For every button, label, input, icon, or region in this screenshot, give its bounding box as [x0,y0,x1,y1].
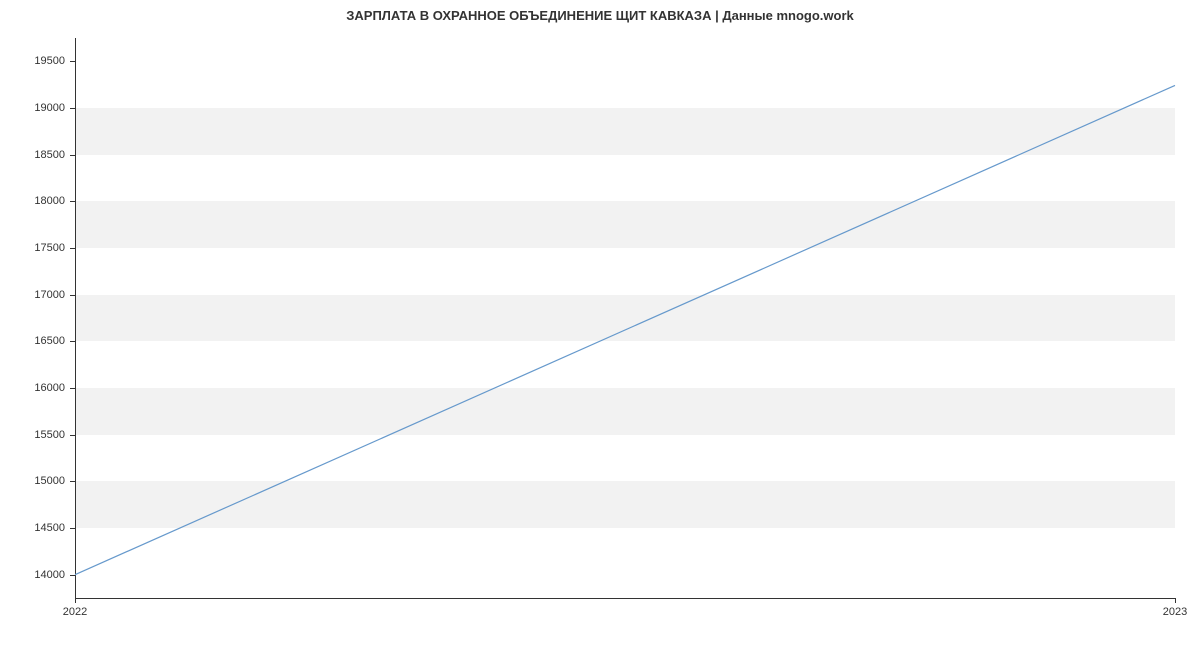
y-tick-label: 14500 [10,522,65,534]
x-tick-label: 2022 [63,606,87,618]
y-tick-label: 14000 [10,569,65,581]
y-tick-label: 15000 [10,475,65,487]
x-tick-label: 2023 [1163,606,1187,618]
y-tick-label: 19000 [10,102,65,114]
series-layer [75,38,1175,598]
y-tick-label: 17500 [10,242,65,254]
plot-area: 1400014500150001550016000165001700017500… [75,38,1175,598]
y-tick-label: 16500 [10,335,65,347]
y-tick-label: 17000 [10,289,65,301]
x-tick-mark [75,598,76,603]
x-tick-mark [1175,598,1176,603]
y-tick-label: 18000 [10,195,65,207]
chart-container: ЗАРПЛАТА В ОХРАННОЕ ОБЪЕДИНЕНИЕ ЩИТ КАВК… [0,0,1200,650]
y-tick-label: 15500 [10,429,65,441]
series-line [75,85,1175,574]
chart-title: ЗАРПЛАТА В ОХРАННОЕ ОБЪЕДИНЕНИЕ ЩИТ КАВК… [0,8,1200,23]
x-axis-line [75,598,1175,599]
y-tick-label: 19500 [10,55,65,67]
y-tick-label: 16000 [10,382,65,394]
y-tick-label: 18500 [10,149,65,161]
